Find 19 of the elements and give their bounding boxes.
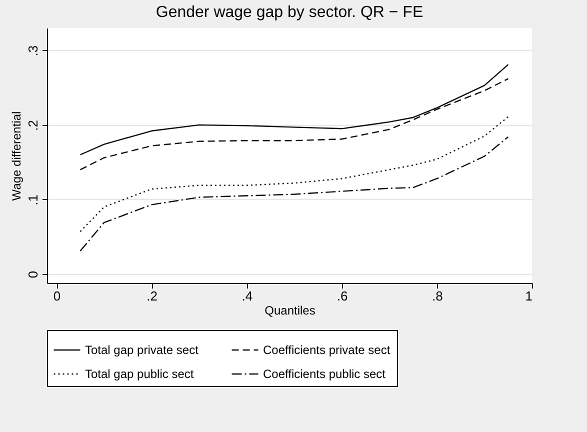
legend-label: Coefficients public sect: [263, 367, 386, 381]
y-tick-label: 0: [26, 270, 40, 278]
x-tick-label: .8: [432, 288, 443, 304]
y-axis-title: Wage differential: [10, 111, 24, 201]
legend-label: Coefficients private sect: [263, 343, 391, 357]
x-tick-label: 1: [525, 288, 532, 304]
legend-label: Total gap public sect: [85, 367, 194, 381]
y-tick-label: .2: [26, 120, 40, 131]
line-series: [80, 136, 509, 252]
y-tick-label: .1: [26, 194, 40, 206]
chart-title: Gender wage gap by sector. QR − FE: [156, 4, 424, 21]
x-axis-title: Quantiles: [264, 304, 316, 318]
x-tick-label: .2: [146, 288, 158, 304]
x-tick-label: .6: [336, 288, 348, 304]
y-tick-label: .3: [26, 45, 40, 56]
legend-label: Total gap private sect: [85, 343, 200, 357]
line-series: [80, 116, 509, 232]
x-tick-label: .4: [242, 288, 253, 304]
x-tick-label: 0: [53, 288, 61, 304]
